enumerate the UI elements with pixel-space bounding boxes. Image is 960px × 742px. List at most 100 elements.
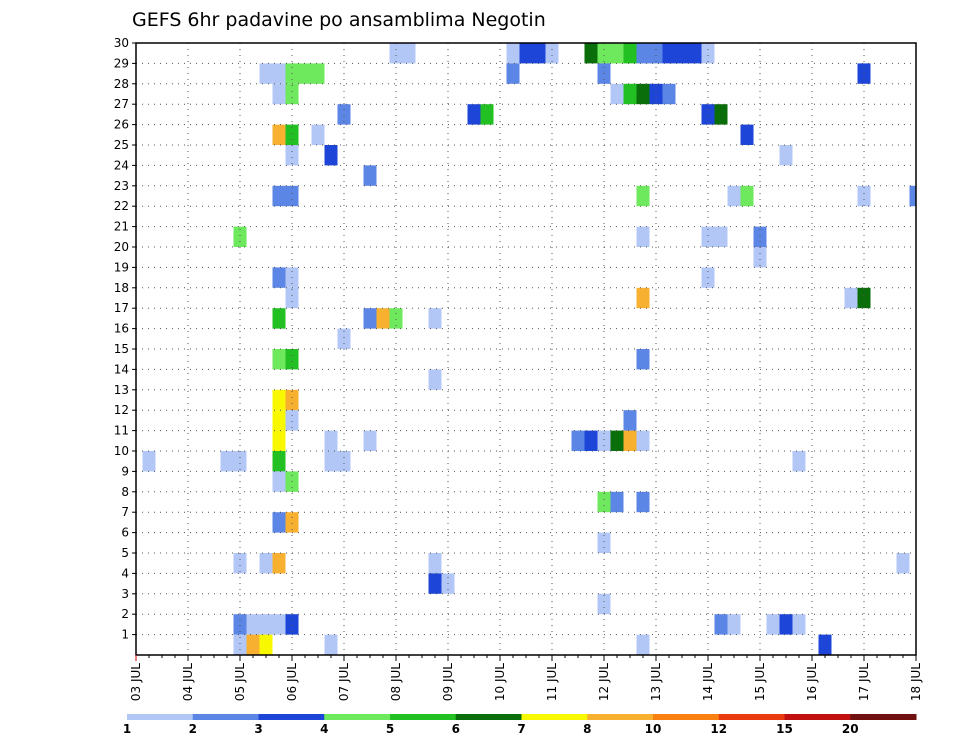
heatmap-cell xyxy=(896,553,910,574)
colorbar-legend: 1 2 3 4 5 6 7 8 10 12 15 20 xyxy=(123,714,917,736)
heatmap-cell xyxy=(272,63,286,84)
heatmap-cell xyxy=(285,410,299,431)
x-tick-label: 09 JUL xyxy=(441,663,455,701)
heatmap-cell xyxy=(636,226,650,247)
chart-title: GEFS 6hr padavine po ansamblima Negotin xyxy=(132,9,546,31)
heatmap-cell xyxy=(259,553,273,574)
heatmap-cell xyxy=(636,83,650,105)
heatmap-cell xyxy=(285,145,299,166)
colorbar-swatch xyxy=(850,714,917,720)
heatmap-cell xyxy=(259,63,273,84)
heatmap-cell xyxy=(584,43,598,64)
x-tick-label: 11 JUL xyxy=(545,663,559,701)
heatmap-cell xyxy=(376,308,390,329)
y-tick-label: 4 xyxy=(121,566,129,580)
heatmap-cell xyxy=(363,165,377,186)
heatmap-cell xyxy=(779,145,793,166)
heatmap-cell xyxy=(701,104,715,125)
colorbar-label: 2 xyxy=(189,722,197,736)
heatmap-cell xyxy=(272,451,286,472)
heatmap-cell xyxy=(272,349,286,370)
colorbar-swatch xyxy=(455,714,522,720)
heatmap-cell xyxy=(363,430,377,451)
heatmap-cell xyxy=(623,410,637,431)
y-tick-label: 5 xyxy=(121,546,129,560)
x-tick-label: 18 JUL xyxy=(909,663,923,701)
colorbar-label: 6 xyxy=(452,722,460,736)
heatmap-cell xyxy=(428,573,442,594)
colorbar-label: 8 xyxy=(583,722,591,736)
heatmap-cell xyxy=(610,43,624,64)
heatmap-cell xyxy=(623,430,637,451)
heatmap-cell xyxy=(272,553,286,574)
heatmap-cell xyxy=(792,451,806,472)
heatmap-cell xyxy=(428,369,442,390)
heatmap-cell xyxy=(597,491,611,513)
y-tick-label: 23 xyxy=(114,179,129,193)
heatmap-cell xyxy=(688,43,702,64)
heatmap-cell xyxy=(272,267,286,288)
heatmap-cell xyxy=(610,491,624,513)
heatmap-cell xyxy=(610,83,624,105)
colorbar-label: 15 xyxy=(776,722,793,736)
y-tick-label: 10 xyxy=(114,444,129,458)
heatmap-cell xyxy=(636,287,650,309)
heatmap-cell xyxy=(636,43,650,64)
heatmap-cell xyxy=(363,308,377,329)
y-tick-label: 9 xyxy=(121,464,129,478)
x-tick-label: 04 JUL xyxy=(181,663,195,701)
heatmap-cell xyxy=(662,83,676,105)
y-axis: 1234567891011121314151617181920212223242… xyxy=(114,36,136,642)
y-tick-label: 28 xyxy=(114,77,129,91)
heatmap-cell xyxy=(636,491,650,513)
y-tick-label: 20 xyxy=(114,240,129,254)
heatmap-cell xyxy=(324,430,338,451)
grid-lines xyxy=(136,43,916,655)
heatmap-cell xyxy=(337,328,351,349)
heatmap-cell xyxy=(311,124,325,145)
y-tick-label: 24 xyxy=(114,158,129,172)
colorbar-swatch xyxy=(390,714,457,720)
y-tick-label: 25 xyxy=(114,138,129,152)
heatmap-cell xyxy=(285,349,299,370)
heatmap-cell xyxy=(740,185,754,207)
heatmap-cell xyxy=(246,634,260,655)
colorbar-label: 20 xyxy=(842,722,859,736)
heatmap-cell xyxy=(610,430,624,451)
colorbar-label: 7 xyxy=(517,722,525,736)
x-tick-label: 08 JUL xyxy=(389,663,403,701)
x-tick-label: 13 JUL xyxy=(649,663,663,701)
heatmap-cell xyxy=(597,430,611,451)
y-tick-label: 2 xyxy=(121,607,129,621)
colorbar-swatch xyxy=(127,714,194,720)
heatmap-cell xyxy=(324,451,338,472)
heatmap-cell xyxy=(506,63,520,84)
heatmap-cell xyxy=(597,593,611,615)
heatmap-cell xyxy=(272,471,286,492)
colorbar-label: 12 xyxy=(710,722,727,736)
heatmap-cell xyxy=(571,430,585,451)
y-tick-label: 21 xyxy=(114,220,129,234)
heatmap-cell xyxy=(259,614,273,635)
y-tick-label: 7 xyxy=(121,505,129,519)
heatmap-cell xyxy=(714,104,728,125)
colorbar-label: 5 xyxy=(386,722,394,736)
x-tick-label: 12 JUL xyxy=(597,663,611,701)
heatmap-cell xyxy=(623,43,637,64)
y-tick-label: 22 xyxy=(114,199,129,213)
heatmap-cell xyxy=(545,43,559,64)
y-tick-label: 19 xyxy=(114,260,129,274)
heatmap-cell xyxy=(311,63,325,84)
heatmap-cell xyxy=(272,124,286,145)
heatmap-cell xyxy=(519,43,533,64)
colorbar-swatch xyxy=(718,714,785,720)
heatmap-cell xyxy=(909,185,916,207)
heatmap-cell xyxy=(285,614,299,635)
heatmap-cell xyxy=(428,553,442,574)
x-tick-label: 17 JUL xyxy=(857,663,871,701)
heatmap-cell xyxy=(649,83,663,105)
heatmap-cell xyxy=(389,43,403,64)
heatmap-cell xyxy=(272,83,286,105)
heatmap-cell xyxy=(623,83,637,105)
